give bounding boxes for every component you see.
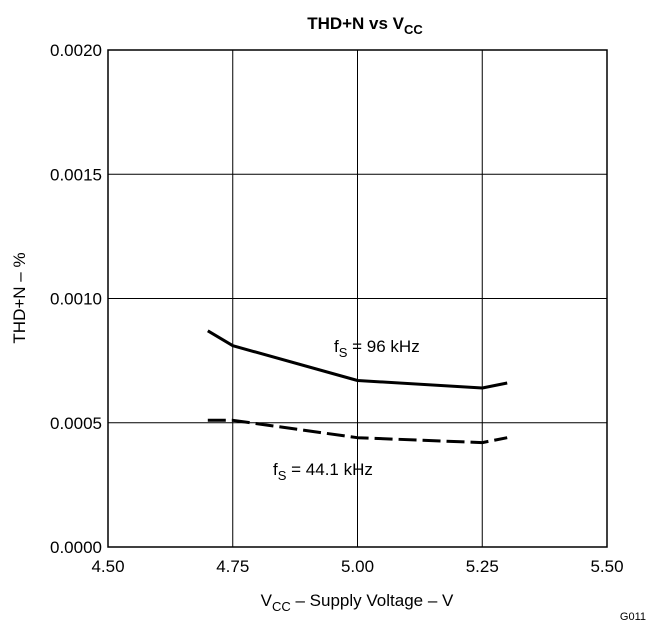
series-label-96khz-subscript: S — [339, 345, 348, 360]
y-tick-label: 0.0010 — [50, 290, 102, 309]
x-axis-label: VCC – Supply Voltage – V — [261, 591, 454, 614]
x-tick-label: 5.00 — [341, 557, 374, 576]
y-tick-labels: 0.0000 0.0005 0.0010 0.0015 0.0020 — [50, 41, 102, 557]
chart-title-subscript: CC — [404, 22, 423, 37]
series-label-44khz-post: = 44.1 kHz — [286, 460, 372, 479]
y-tick-label: 0.0015 — [50, 165, 102, 184]
series-label-44khz-subscript: S — [278, 468, 287, 483]
series-label-44khz: fS = 44.1 kHz — [273, 460, 373, 483]
x-tick-label: 5.25 — [466, 557, 499, 576]
chart-title: THD+N vs VCC — [307, 14, 423, 37]
y-tick-label: 0.0020 — [50, 41, 102, 60]
y-axis-label: THD+N – % — [10, 252, 29, 343]
series-layer — [207, 329, 508, 445]
series-label-96khz-pre: f — [334, 337, 339, 356]
series-line-96khz — [207, 329, 508, 390]
series-label-44khz-pre: f — [273, 460, 278, 479]
x-axis-label-subscript: CC — [272, 599, 291, 614]
series-line-44khz — [207, 418, 508, 445]
x-tick-label: 4.75 — [216, 557, 249, 576]
y-tick-label: 0.0005 — [50, 414, 102, 433]
y-tick-label: 0.0000 — [50, 538, 102, 557]
figure-id: G011 — [620, 611, 646, 623]
x-tick-labels: 4.50 4.75 5.00 5.25 5.50 — [91, 557, 623, 576]
x-axis-label-pre: V — [261, 591, 273, 610]
x-tick-label: 5.50 — [590, 557, 623, 576]
plot-frame — [107, 49, 608, 548]
series-label-96khz-post: = 96 kHz — [347, 337, 419, 356]
x-tick-label: 4.50 — [91, 557, 124, 576]
series-label-96khz: fS = 96 kHz — [334, 337, 420, 360]
chart-title-main: THD+N vs V — [307, 14, 404, 33]
x-axis-label-post: – Supply Voltage – V — [291, 591, 454, 610]
